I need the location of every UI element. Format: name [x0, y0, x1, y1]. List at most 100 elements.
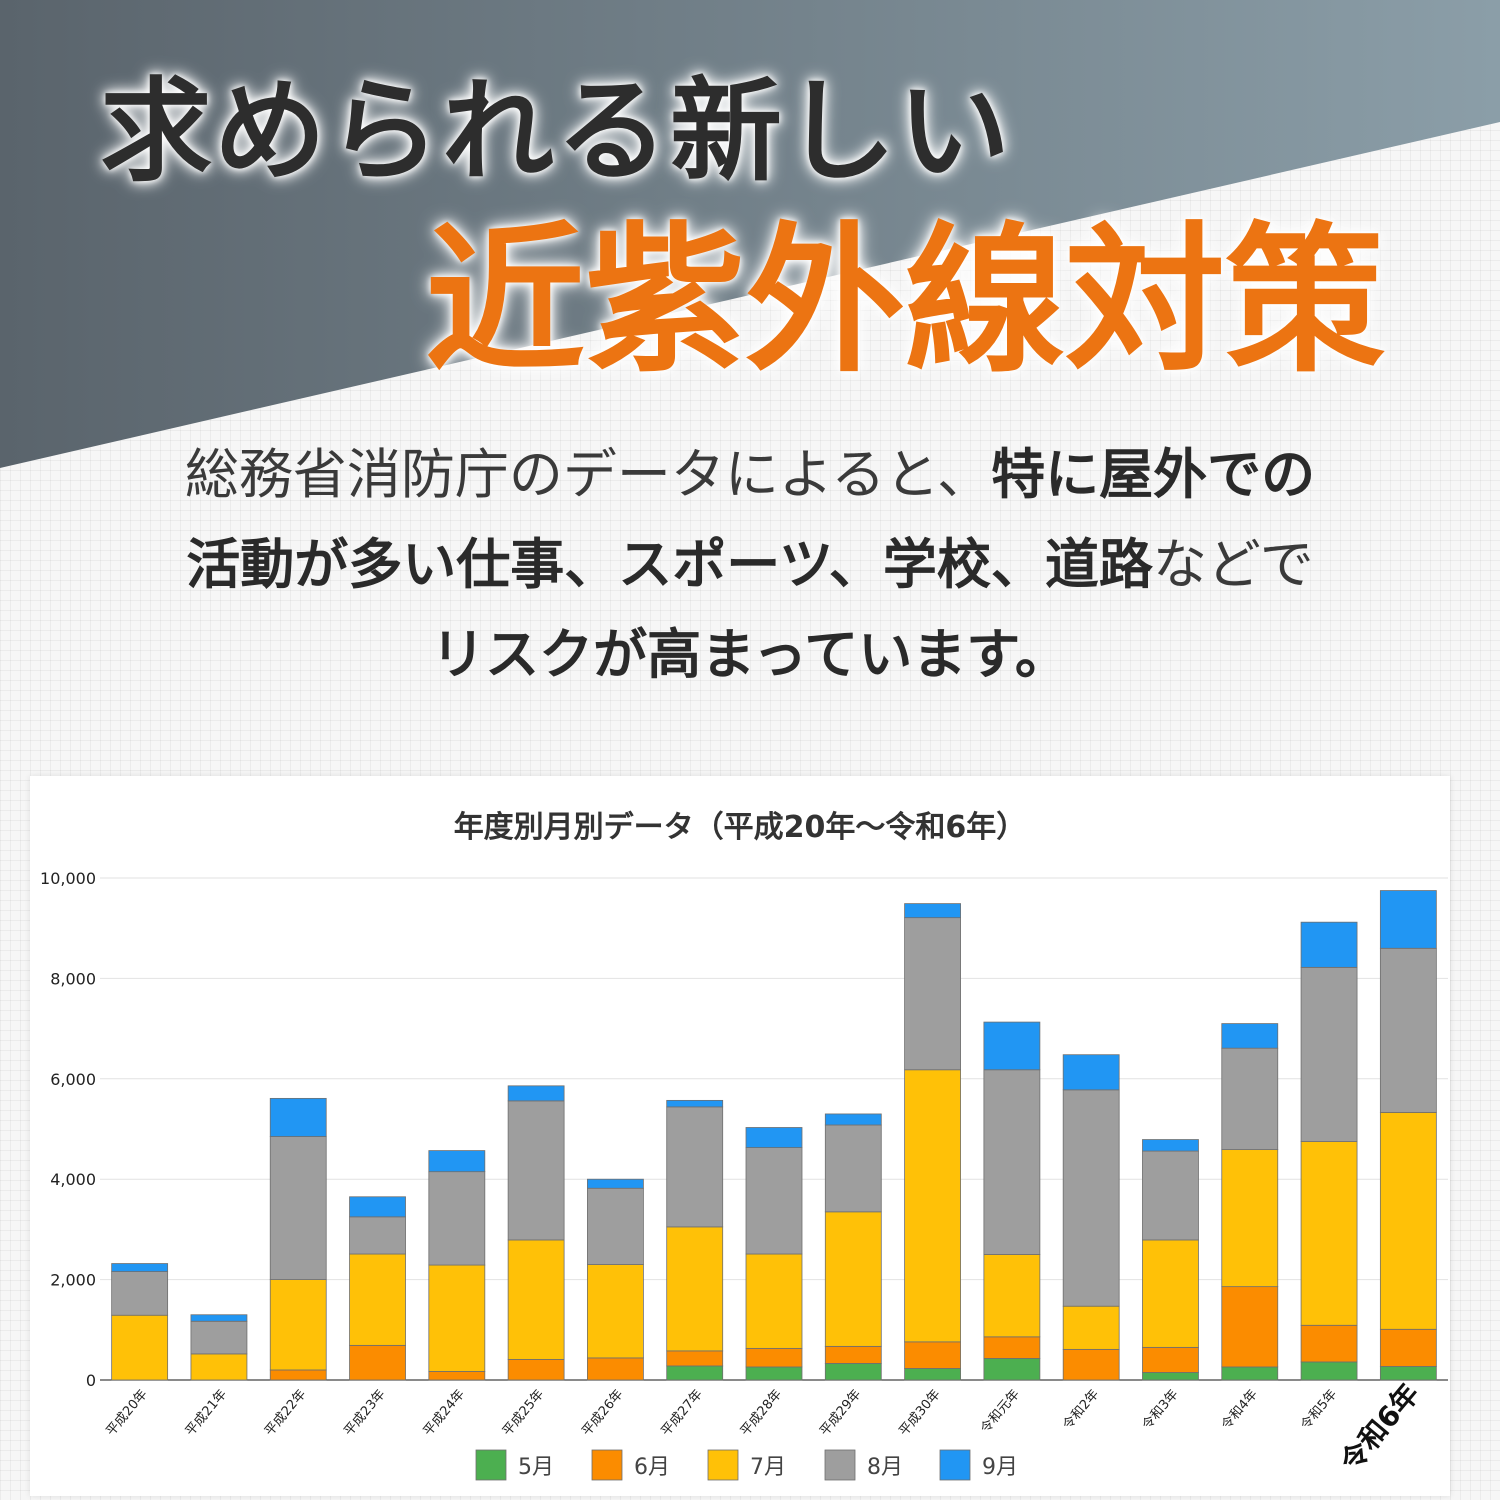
x-tick-label: 平成27年	[659, 1387, 706, 1439]
bar-segment	[666, 1350, 724, 1367]
bar-segment	[1300, 1361, 1358, 1381]
intro-text-plain: 総務省消防庁のデータによると、	[184, 443, 992, 506]
x-tick-label-highlight: 令和6年	[1334, 1377, 1426, 1477]
bar-segment	[904, 1368, 961, 1381]
y-tick-label: 2,000	[50, 1271, 96, 1290]
bar-segment	[349, 1196, 406, 1218]
bar-segment	[1142, 1372, 1199, 1381]
bar-segment	[983, 1254, 1041, 1338]
bar-segment	[745, 1253, 803, 1349]
bar-segment	[111, 1314, 169, 1381]
bar-segment	[428, 1371, 486, 1381]
bar-segment	[111, 1271, 169, 1316]
x-tick-label: 平成24年	[421, 1387, 468, 1439]
bar-segment	[269, 1369, 327, 1381]
bar-segment	[428, 1264, 486, 1372]
bar-segment	[349, 1253, 406, 1346]
bar-segment	[904, 917, 961, 1071]
bar-segment	[1221, 1366, 1279, 1381]
bar-segment	[587, 1357, 644, 1381]
bar-segment	[666, 1099, 724, 1108]
y-tick-label: 0	[86, 1371, 96, 1390]
x-tick-label: 平成23年	[341, 1387, 388, 1439]
bar-segment	[983, 1069, 1041, 1255]
bar-segment	[428, 1150, 486, 1173]
intro-text: 総務省消防庁のデータによると、特に屋外での 活動が多い仕事、スポーツ、学校、道路…	[70, 430, 1430, 700]
bar-segment	[587, 1187, 644, 1265]
bar-segment	[666, 1226, 724, 1352]
intro-text-emphasis: 活動が多い仕事、スポーツ、学校、道路	[186, 533, 1153, 596]
bar-segment	[269, 1097, 327, 1137]
x-tick-label: 令和5年	[1298, 1387, 1340, 1433]
intro-text-plain: などで	[1152, 533, 1314, 596]
bar-segment	[824, 1124, 882, 1213]
bar-segment	[824, 1345, 882, 1364]
bar-segment	[1062, 1054, 1120, 1091]
x-tick-label: 平成20年	[104, 1387, 151, 1439]
bar-segment	[745, 1147, 803, 1255]
bar-segment	[1379, 1112, 1437, 1330]
bar-segment	[190, 1320, 248, 1355]
bar-segment	[1142, 1139, 1199, 1152]
bar-segment	[428, 1171, 486, 1266]
legend-swatch	[475, 1449, 507, 1481]
x-tick-label: 平成21年	[183, 1387, 230, 1439]
bar-segment	[269, 1279, 327, 1371]
legend-label: 6月	[634, 1455, 670, 1480]
x-tick-label: 平成30年	[896, 1387, 943, 1439]
legend-swatch	[591, 1449, 623, 1481]
bar-segment	[587, 1178, 644, 1189]
y-tick-label: 6,000	[50, 1070, 96, 1089]
x-tick-label: 令和元年	[978, 1387, 1023, 1436]
bar-segment	[507, 1359, 565, 1381]
bar-segment	[190, 1353, 248, 1381]
bar-segment	[745, 1127, 803, 1148]
x-tick-label: 平成25年	[500, 1387, 547, 1439]
bar-segment	[1300, 921, 1358, 968]
bar-segment	[1300, 1141, 1358, 1326]
bar-segment	[1300, 966, 1358, 1142]
x-tick-label: 令和2年	[1060, 1387, 1102, 1433]
bar-segment	[824, 1363, 882, 1381]
bar-segment	[1062, 1348, 1120, 1381]
headline: 求められる新しい	[100, 66, 1012, 197]
bar-segment	[1221, 1023, 1279, 1049]
bar-segment	[983, 1358, 1041, 1381]
x-tick-label: 平成29年	[817, 1387, 864, 1439]
bar-segment	[1062, 1089, 1120, 1307]
bar-segment	[745, 1366, 803, 1381]
legend-swatch	[824, 1449, 856, 1481]
bar-segment	[111, 1263, 169, 1272]
bar-segment	[1221, 1286, 1279, 1368]
x-tick-label: 平成26年	[579, 1387, 626, 1439]
header-banner	[0, 0, 1500, 468]
intro-line-3: リスクが高まっています。	[70, 610, 1430, 700]
y-tick-label: 4,000	[50, 1170, 96, 1189]
bar-segment	[1062, 1305, 1120, 1350]
bar-segment	[1221, 1149, 1279, 1288]
chart-card: 年度別月別データ（平成20年〜令和6年） 0 2,000 4,000 6,000 8,0…	[30, 776, 1450, 1496]
x-tick-label: 令和4年	[1219, 1387, 1261, 1433]
legend-label: 9月	[982, 1455, 1018, 1480]
bar-segment	[507, 1085, 565, 1102]
bar-segment	[349, 1344, 406, 1381]
intro-line-1: 総務省消防庁のデータによると、特に屋外での	[70, 430, 1430, 520]
bar-segment	[1142, 1150, 1199, 1241]
headline-accent: 近紫外線対策	[425, 206, 1386, 394]
bar-segment	[666, 1365, 724, 1381]
y-tick-label: 8,000	[50, 969, 96, 988]
x-tick-label: 平成22年	[262, 1387, 309, 1439]
bar-segment	[904, 1069, 961, 1343]
bar-segment	[745, 1347, 803, 1368]
bar-segment	[1142, 1239, 1199, 1348]
bar-segment	[1379, 1366, 1437, 1381]
bar-segment	[1379, 947, 1437, 1113]
bar-segment	[1379, 890, 1437, 949]
bar-segment	[587, 1264, 644, 1359]
y-tick-label: 10,000	[40, 869, 96, 888]
bar-segment	[507, 1100, 565, 1241]
bar-segment	[983, 1336, 1041, 1359]
bar-segment	[269, 1136, 327, 1281]
bar-segment	[1221, 1047, 1279, 1150]
chart-title: 年度別月別データ（平成20年〜令和6年）	[453, 810, 1027, 845]
